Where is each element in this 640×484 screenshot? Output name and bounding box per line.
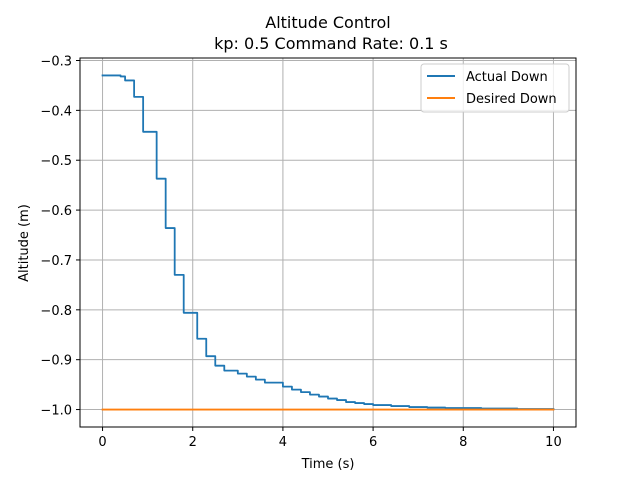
series-line-actual-down [101,74,555,410]
legend-box [420,63,570,113]
ticks: 0 2 4 6 8 10 −1.0 −0.9 −0.8 −0.7 −0.6 −0.5 −0.4 −0.3 [40,54,561,450]
x-axis-label: Time (s) [301,457,355,472]
grid [80,58,576,427]
y-tick-label: −0.5 [40,154,72,169]
legend: Actual Down Desired Down [420,63,570,113]
x-tick-label: 8 [459,435,467,450]
x-tick-label: 10 [545,435,562,450]
x-tick-label: 2 [189,435,197,450]
y-tick-label: −1.0 [40,404,72,419]
plot-frame [79,57,577,428]
series-layer [101,74,555,411]
x-tick-label: 4 [279,435,287,450]
chart-title: Altitude Control [265,13,390,32]
x-tick-label: 6 [369,435,377,450]
y-tick-label: −0.3 [40,54,72,69]
legend-label-desired-down: Desired Down [466,92,557,107]
y-tick-label: −0.9 [40,354,72,369]
x-tick-label: 0 [98,435,106,450]
y-tick-label: −0.8 [40,304,72,319]
y-axis-label: Altitude (m) [17,204,32,282]
legend-label-actual-down: Actual Down [466,70,548,85]
y-tick-label: −0.7 [40,254,72,269]
chart-subtitle: kp: 0.5 Command Rate: 0.1 s [214,34,448,53]
y-tick-label: −0.6 [40,204,72,219]
y-tick-label: −0.4 [40,104,72,119]
